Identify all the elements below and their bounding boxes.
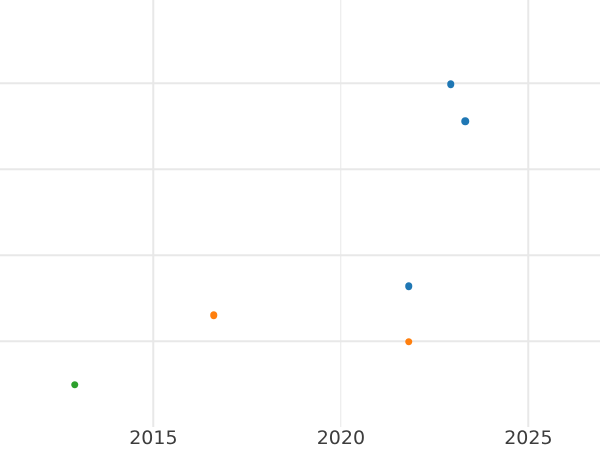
x-axis-tick-labels: 2015 2020 2025 (0, 429, 600, 450)
gridline-vertical (340, 0, 342, 427)
data-point-orange (210, 311, 218, 320)
data-point-blue (405, 282, 413, 290)
gridline-vertical (152, 0, 155, 427)
plot-area (0, 0, 600, 427)
data-point-blue (461, 117, 470, 125)
gridline-horizontal (0, 254, 600, 256)
data-point-green (70, 381, 79, 389)
gridline-horizontal (0, 168, 600, 170)
x-tick-label: 2015 (129, 427, 178, 449)
x-tick-label: 2020 (316, 427, 366, 449)
gridline-horizontal (0, 340, 600, 342)
x-tick-label: 2025 (504, 427, 553, 449)
gridline-vertical (527, 0, 530, 427)
data-point-blue (447, 80, 455, 88)
data-point-orange (405, 338, 413, 346)
gridline-horizontal (0, 82, 600, 85)
